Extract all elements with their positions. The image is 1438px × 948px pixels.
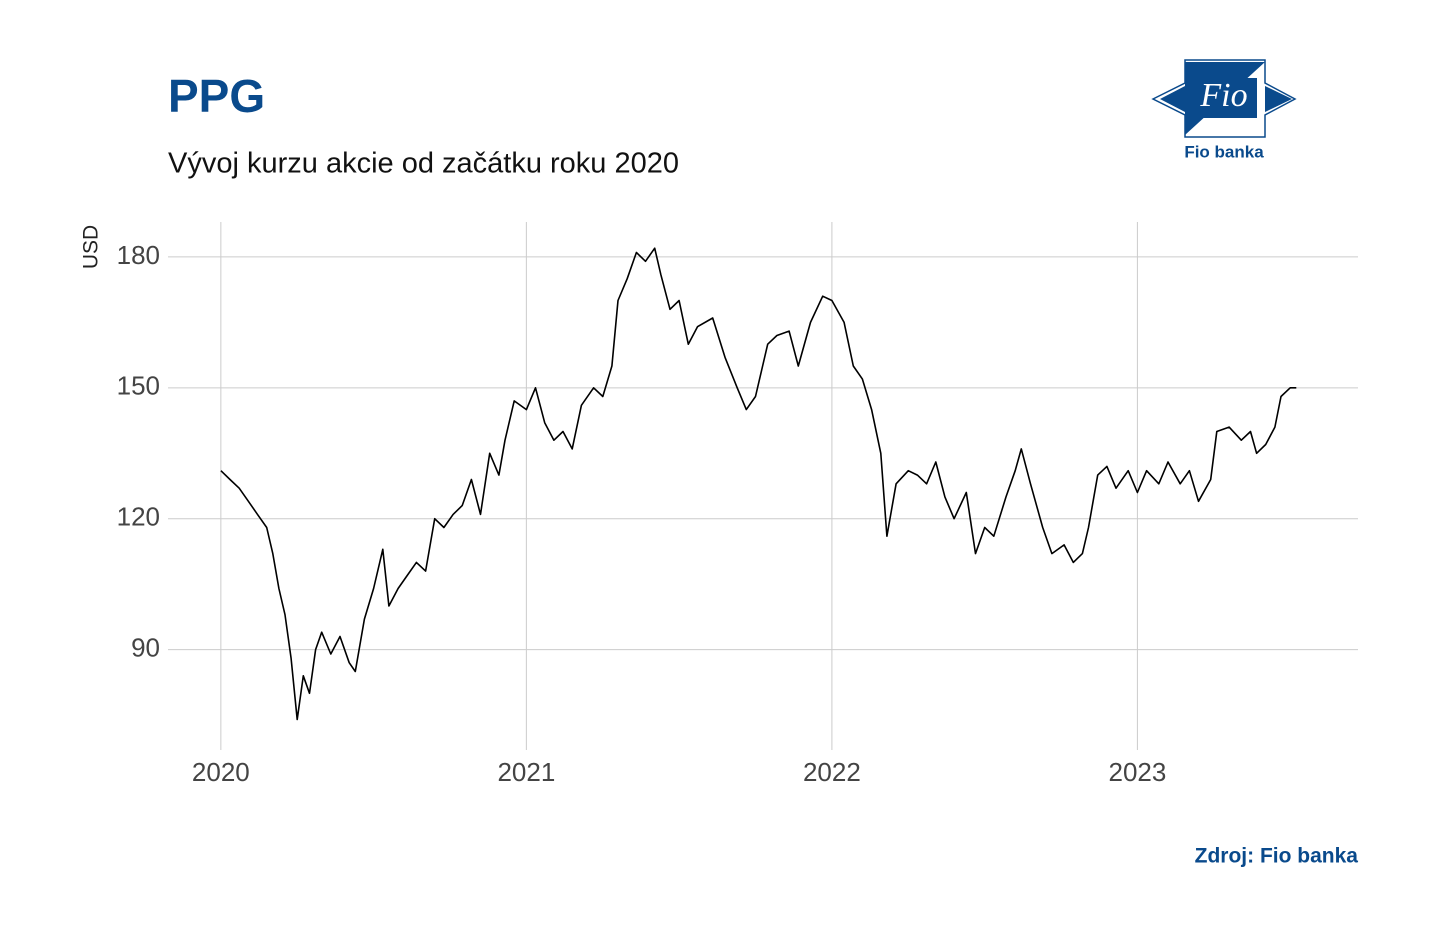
logo-name: Fio banka [1184, 142, 1264, 161]
logo-shape [1192, 78, 1257, 118]
logo-shape [1160, 86, 1185, 112]
source: Zdroj: Fio banka [1195, 845, 1359, 868]
chart-title: PPG [168, 70, 265, 122]
x-tick-label: 2023 [1108, 757, 1166, 787]
logo: Fio Fio banka [1151, 59, 1297, 161]
price-line [220, 247, 1297, 721]
y-tick-label: 90 [131, 633, 160, 663]
x-tick-label: 2021 [497, 757, 555, 787]
x-tick-label: 2020 [192, 757, 250, 787]
chart-subtitle: Vývoj kurzu akcie od začátku roku 2020 [168, 148, 679, 180]
y-tick-label: 180 [117, 240, 160, 270]
y-tick-label: 150 [117, 371, 160, 401]
x-tick-label: 2022 [803, 757, 861, 787]
logo-shape [1265, 86, 1292, 112]
y-tick-label: 120 [117, 502, 160, 532]
logo-mark: Fio [1199, 77, 1247, 114]
y-axis-label: USD [80, 225, 103, 269]
